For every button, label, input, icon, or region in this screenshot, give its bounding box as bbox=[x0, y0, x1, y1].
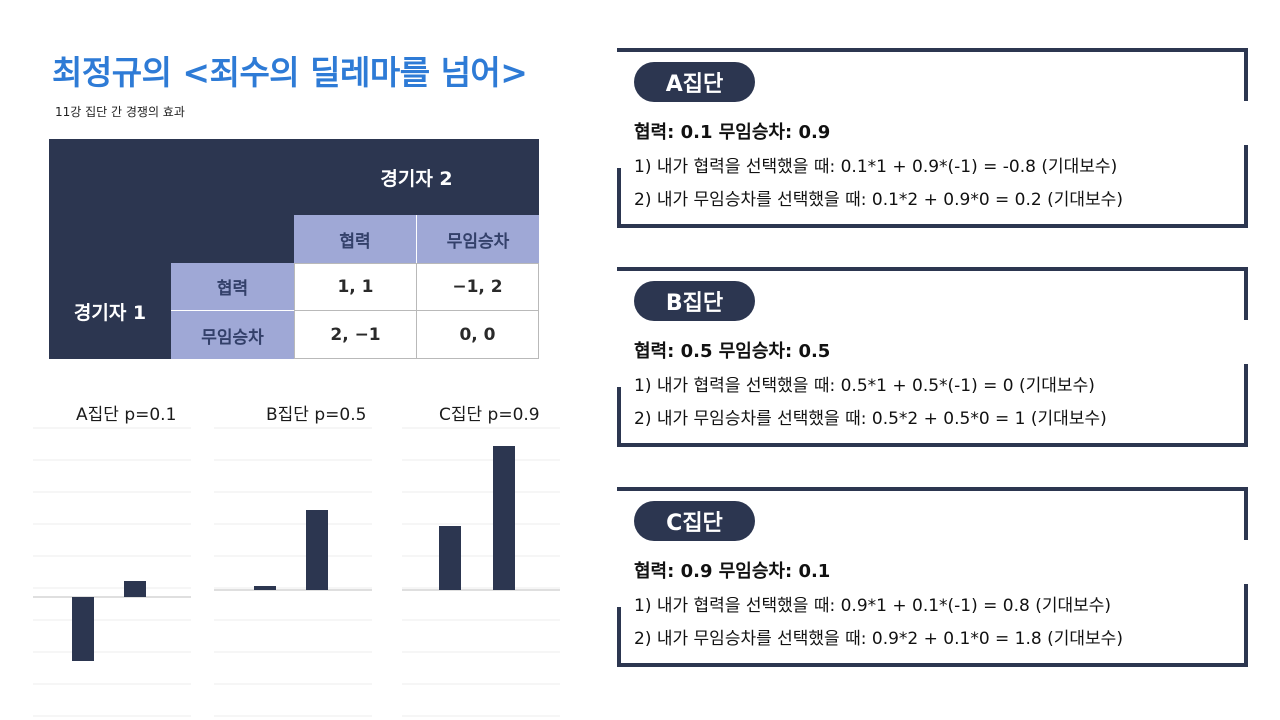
payoff-cell: 1, 1 bbox=[294, 263, 417, 311]
player2-header: 경기자 2 bbox=[294, 139, 539, 215]
panel-line1: 1) 내가 협력을 선택했을 때: 0.9*1 + 0.1*(-1) = 0.8… bbox=[634, 596, 1112, 616]
panel-rates: 협력: 0.1 무임승차: 0.9 bbox=[634, 122, 831, 143]
page-subtitle: 11강 집단 간 경쟁의 효과 bbox=[55, 105, 185, 119]
table-corner-cell bbox=[49, 139, 294, 263]
chart-bar bbox=[254, 586, 276, 590]
chart-bar bbox=[306, 510, 328, 590]
chart-title-c: C집단 p=0.9 bbox=[439, 405, 540, 425]
payoff-cell: 0, 0 bbox=[416, 310, 539, 359]
panel-rates: 협력: 0.9 무임승차: 0.1 bbox=[634, 561, 831, 582]
chart-title-b: B집단 p=0.5 bbox=[266, 405, 367, 425]
payoff-cell: −1, 2 bbox=[416, 263, 539, 311]
panel-title: A집단 bbox=[634, 62, 755, 102]
panel-b: B집단 협력: 0.5 무임승차: 0.5 1) 내가 협력을 선택했을 때: … bbox=[617, 267, 1248, 447]
row-header-cooperate: 협력 bbox=[171, 263, 294, 311]
panel-line2: 2) 내가 무임승차를 선택했을 때: 0.5*2 + 0.5*0 = 1 (기… bbox=[634, 409, 1107, 429]
panel-c: C집단 협력: 0.9 무임승차: 0.1 1) 내가 협력을 선택했을 때: … bbox=[617, 487, 1248, 667]
panel-title: B집단 bbox=[634, 281, 755, 321]
chart-c bbox=[402, 427, 560, 717]
row-header-freeride: 무임승차 bbox=[171, 311, 294, 359]
panel-line2: 2) 내가 무임승차를 선택했을 때: 0.9*2 + 0.1*0 = 1.8 … bbox=[634, 629, 1123, 649]
panel-line1: 1) 내가 협력을 선택했을 때: 0.1*1 + 0.9*(-1) = -0.… bbox=[634, 157, 1118, 177]
payoff-cell: 2, −1 bbox=[294, 310, 417, 359]
panel-title: C집단 bbox=[634, 501, 755, 541]
col-header-cooperate: 협력 bbox=[294, 215, 417, 263]
chart-bar bbox=[439, 526, 461, 590]
player1-header: 경기자 1 bbox=[49, 263, 171, 359]
chart-bar bbox=[72, 597, 94, 661]
page-title: 최정규의 <죄수의 딜레마를 넘어> bbox=[52, 53, 528, 92]
chart-bar bbox=[124, 581, 146, 597]
panel-a: A집단 협력: 0.1 무임승차: 0.9 1) 내가 협력을 선택했을 때: … bbox=[617, 48, 1248, 228]
chart-bar bbox=[493, 446, 515, 590]
panel-line1: 1) 내가 협력을 선택했을 때: 0.5*1 + 0.5*(-1) = 0 (… bbox=[634, 376, 1095, 396]
panel-rates: 협력: 0.5 무임승차: 0.5 bbox=[634, 341, 831, 362]
chart-b bbox=[214, 427, 372, 717]
panel-line2: 2) 내가 무임승차를 선택했을 때: 0.1*2 + 0.9*0 = 0.2 … bbox=[634, 190, 1123, 210]
chart-a bbox=[33, 427, 191, 717]
col-header-freeride: 무임승차 bbox=[417, 215, 539, 263]
chart-title-a: A집단 p=0.1 bbox=[76, 405, 177, 425]
